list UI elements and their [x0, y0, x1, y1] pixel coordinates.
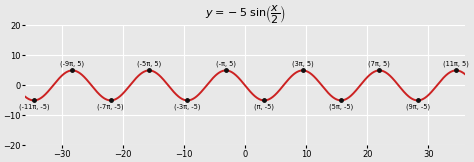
Text: (-5π, 5): (-5π, 5): [137, 60, 161, 67]
Text: (-7π, -5): (-7π, -5): [97, 104, 124, 110]
Text: (π, -5): (π, -5): [254, 104, 274, 110]
Text: (-π, 5): (-π, 5): [216, 60, 236, 67]
Text: (11π, 5): (11π, 5): [443, 60, 469, 67]
Text: (9π, -5): (9π, -5): [406, 104, 430, 110]
Title: $y = -5\ \sin\!\left(\dfrac{x}{2}\right)$: $y = -5\ \sin\!\left(\dfrac{x}{2}\right)…: [205, 3, 285, 25]
Text: (7π, 5): (7π, 5): [368, 60, 390, 67]
Text: (-11π, -5): (-11π, -5): [18, 104, 49, 110]
Text: (-9π, 5): (-9π, 5): [60, 60, 84, 67]
Text: (5π, -5): (5π, -5): [329, 104, 353, 110]
Text: (-3π, -5): (-3π, -5): [174, 104, 201, 110]
Text: (3π, 5): (3π, 5): [292, 60, 313, 67]
